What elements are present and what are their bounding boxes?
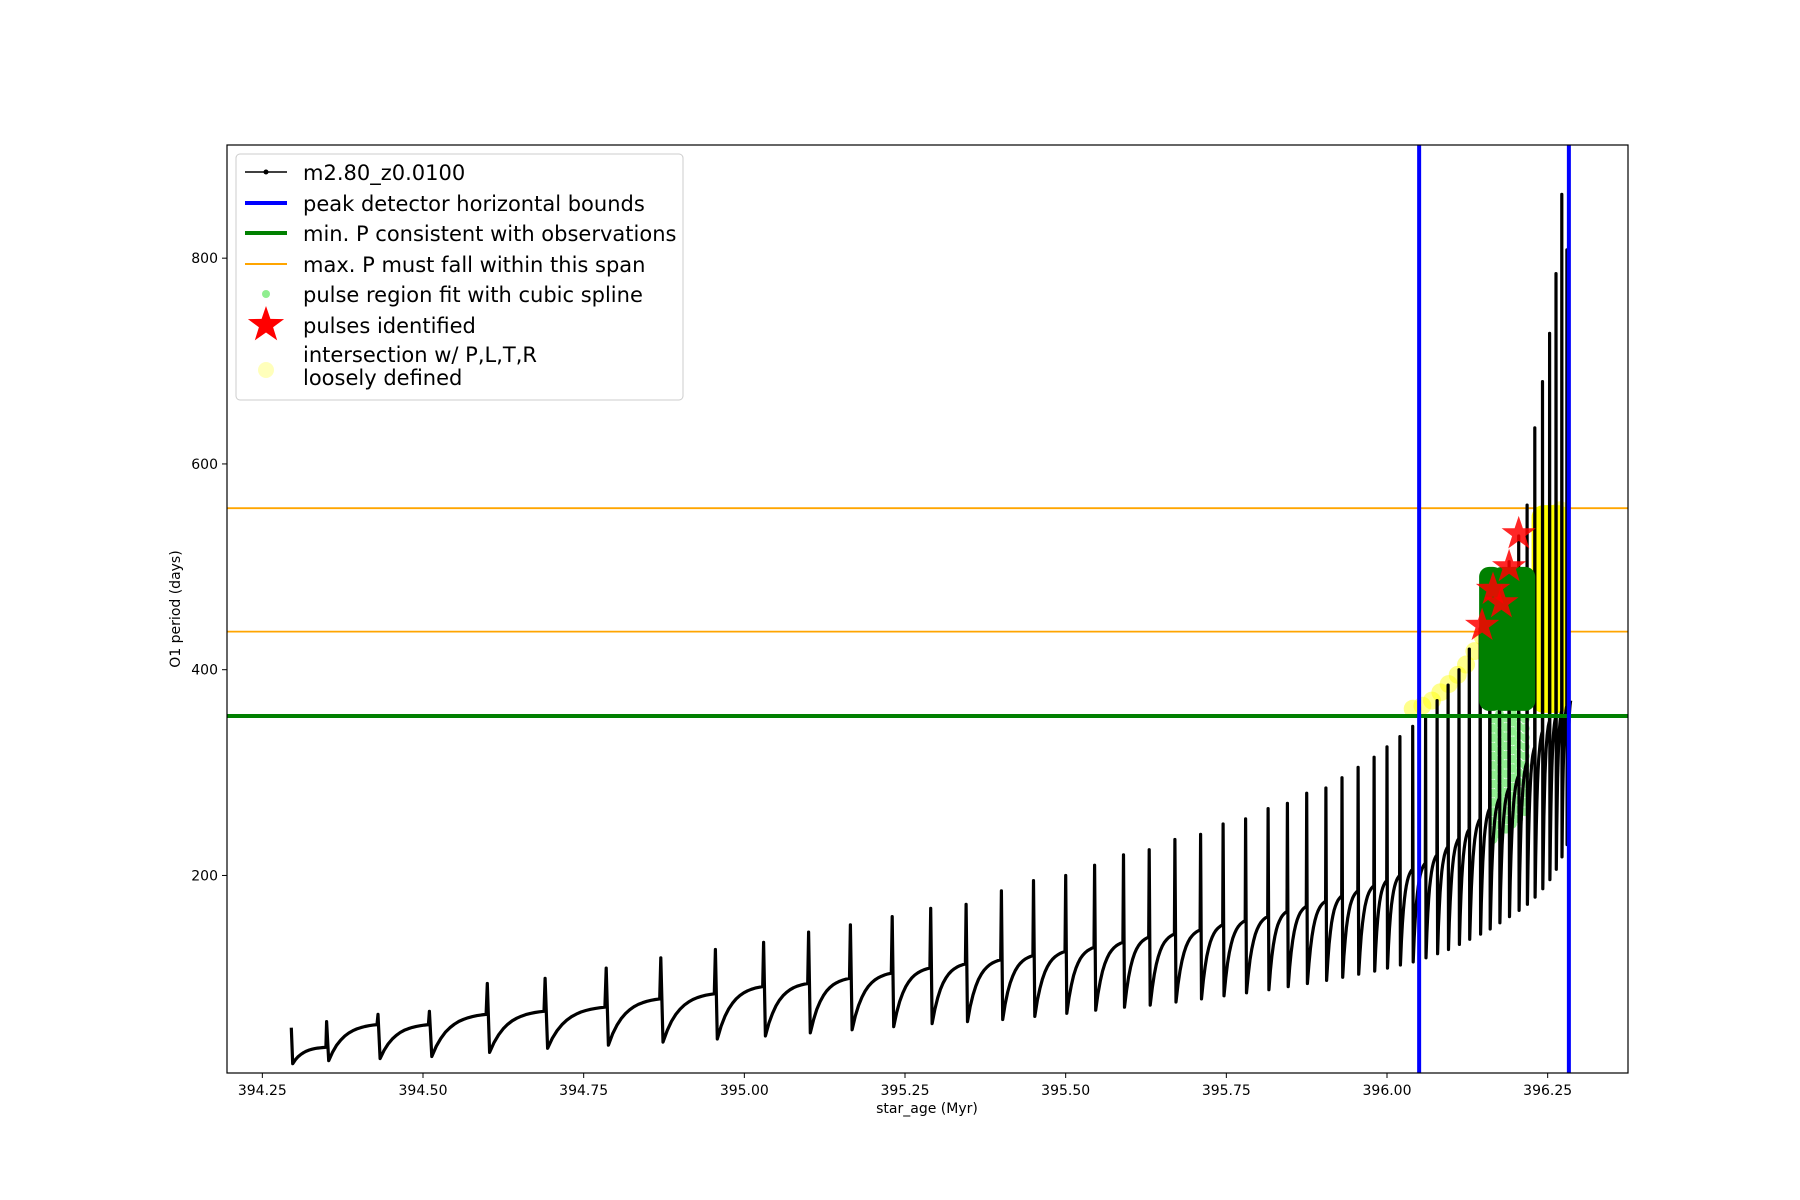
loosely-defined-point	[1431, 683, 1450, 702]
x-tick-label: 395.00	[720, 1083, 769, 1099]
legend-entry-spline: pulse region fit with cubic spline	[303, 283, 643, 307]
pulse-identified-star	[1465, 607, 1500, 640]
x-tick-label: 394.50	[399, 1083, 448, 1099]
x-tick-label: 395.25	[881, 1083, 930, 1099]
legend-box	[235, 153, 684, 401]
legend-entry-bounds: peak detector horizontal bounds	[303, 192, 645, 216]
x-tick-label: 395.50	[1041, 1083, 1090, 1099]
series-line-m2.80_z0.0100	[289, 192, 1573, 1066]
legend-yellow-dot-icon	[258, 362, 274, 378]
y-tick-label: 200	[191, 868, 218, 884]
legend-green-dot-icon	[262, 290, 270, 298]
x-tick-label: 395.75	[1202, 1083, 1251, 1099]
y-axis-label: O1 period (days)	[168, 550, 184, 667]
legend-entry-loosely: loosely defined	[303, 366, 462, 390]
y-tick-label: 400	[191, 663, 218, 679]
x-tick-label: 396.25	[1523, 1083, 1572, 1099]
x-tick-label: 394.25	[238, 1083, 287, 1099]
legend-entry-intersection: intersection w/ P,L,T,R	[303, 343, 537, 367]
legend-entry-pulses: pulses identified	[303, 314, 476, 338]
x-tick-label: 394.75	[559, 1083, 608, 1099]
plot-frame	[226, 144, 1629, 1074]
legend-star-icon	[247, 306, 285, 341]
legend-marker-icon	[263, 169, 269, 175]
legend-entry-span: max. P must fall within this span	[303, 253, 645, 277]
pulse-identified-star	[1484, 584, 1519, 618]
x-tick-label: 396.00	[1363, 1083, 1412, 1099]
y-tick-label: 600	[191, 457, 218, 473]
x-axis-label: star_age (Myr)	[876, 1101, 978, 1117]
legend-entry-min: min. P consistent with observations	[303, 222, 676, 246]
min-period-region	[1511, 566, 1536, 711]
pulse-identified-star	[1475, 571, 1511, 604]
legend: m2.80_z0.0100 peak detector horizontal b…	[235, 153, 684, 401]
y-tick-label: 800	[191, 251, 218, 267]
axes: 394.25 394.50 394.75 395.00 395.25 395.50 395.…	[191, 251, 1572, 1099]
plot-area	[227, 145, 1628, 1073]
pulse-identified-star	[1492, 548, 1527, 582]
pulse-identified-star	[1501, 515, 1536, 549]
legend-entry-series: m2.80_z0.0100	[303, 161, 465, 186]
